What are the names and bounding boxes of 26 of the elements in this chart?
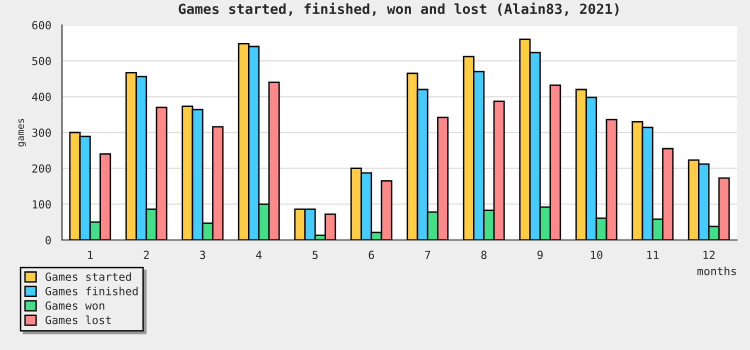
y-tick-label: 500 — [32, 56, 51, 66]
x-tick-label: 6 — [368, 250, 374, 260]
y-tick-label: 600 — [32, 21, 51, 30]
y-tick-label: 300 — [32, 128, 51, 137]
x-tick-label: 7 — [425, 250, 430, 259]
x-tick-label: 4 — [256, 250, 262, 259]
x-tick-label: 9 — [537, 250, 543, 260]
y-axis-title: games — [18, 118, 26, 147]
x-tick-label: 1 — [88, 250, 93, 259]
y-tick-label: 0 — [46, 236, 51, 244]
y-tick-label: 200 — [32, 164, 51, 173]
x-tick-label: 3 — [200, 250, 206, 260]
legend-label: Games finished — [46, 286, 138, 296]
chart-title: Games started, finished, won and lost (Alain83, 2021) — [178, 2, 618, 16]
y-tick-label: 400 — [32, 92, 51, 102]
y-tick-label: 100 — [32, 200, 51, 209]
x-tick-label: 11 — [647, 250, 659, 259]
legend-label: Games lost — [46, 316, 111, 324]
legend-label: Games started — [46, 272, 131, 281]
x-axis-title: months — [697, 266, 736, 276]
x-tick-label: 5 — [312, 250, 318, 260]
x-tick-label: 12 — [704, 250, 715, 259]
x-tick-label: 8 — [481, 250, 487, 260]
x-tick-label: 2 — [144, 250, 149, 259]
legend-label: Games won — [46, 301, 104, 310]
x-tick-label: 10 — [591, 250, 602, 260]
